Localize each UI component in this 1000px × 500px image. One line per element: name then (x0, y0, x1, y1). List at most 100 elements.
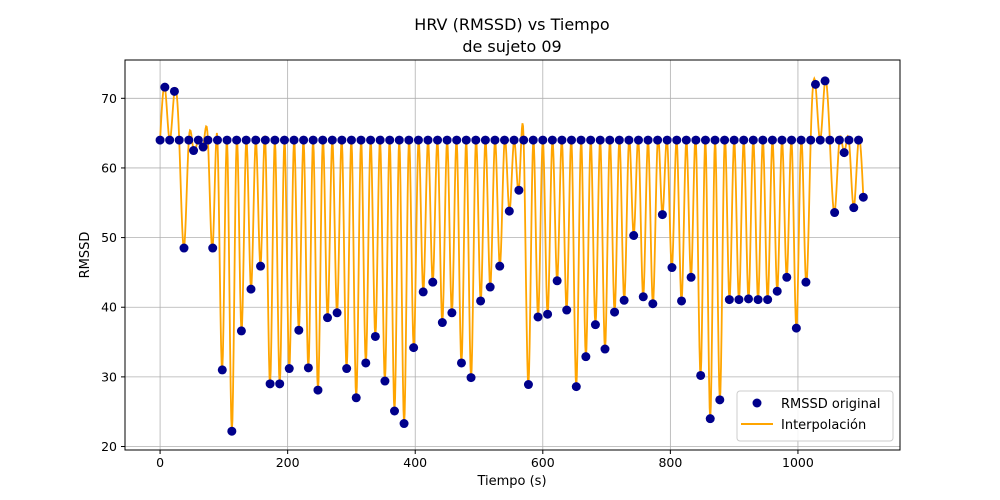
data-point (251, 135, 261, 145)
data-point (390, 406, 399, 416)
x-tick-label: 1000 (782, 455, 814, 470)
data-point (332, 308, 342, 318)
data-point (504, 206, 514, 216)
data-point (509, 135, 519, 145)
x-axis-label: Tiempo (s) (476, 474, 546, 489)
data-point (413, 135, 423, 145)
data-point (552, 276, 562, 286)
data-point (562, 305, 572, 315)
x-tick-label: 600 (531, 455, 555, 470)
rmssd-points (155, 76, 868, 436)
data-point (279, 135, 289, 145)
data-point (433, 135, 443, 145)
data-point (653, 135, 663, 145)
data-point (327, 135, 337, 145)
data-point (590, 320, 600, 330)
data-point (380, 376, 390, 386)
data-point (705, 414, 715, 424)
data-point (710, 135, 720, 145)
data-point (787, 135, 797, 145)
data-point (605, 135, 615, 145)
data-point (189, 146, 199, 156)
data-point (500, 135, 510, 145)
data-point (782, 272, 792, 282)
data-point (456, 358, 466, 368)
data-point (557, 135, 567, 145)
data-point (485, 282, 495, 292)
data-point (174, 135, 184, 145)
data-point (236, 326, 246, 336)
data-point (528, 135, 538, 145)
data-point (777, 135, 787, 145)
data-point (476, 296, 486, 306)
data-point (212, 135, 222, 145)
data-point (346, 135, 356, 145)
data-point (538, 135, 548, 145)
data-point (399, 419, 409, 429)
data-point (571, 382, 581, 392)
data-point (514, 185, 524, 195)
data-point (361, 358, 371, 368)
y-tick-label: 70 (101, 91, 117, 106)
data-point (227, 426, 237, 436)
data-point (193, 135, 203, 145)
data-point (657, 210, 667, 220)
data-point (466, 373, 476, 383)
data-point (232, 135, 242, 145)
data-point (547, 135, 557, 145)
data-point (667, 263, 677, 273)
data-point (734, 295, 744, 305)
data-point (165, 135, 175, 145)
axis-ticks: 0 200 400 600 800 1000 20 30 40 50 60 70 (101, 91, 814, 470)
data-point (495, 261, 505, 271)
data-point (179, 243, 189, 253)
data-point (681, 135, 691, 145)
x-tick-label: 200 (276, 455, 300, 470)
data-point (366, 135, 376, 145)
data-point (739, 135, 749, 145)
data-point (385, 135, 395, 145)
data-point (519, 135, 529, 145)
data-point (461, 135, 471, 145)
data-point (356, 135, 366, 145)
legend: RMSSD original Interpolación (736, 390, 894, 442)
data-point (318, 135, 328, 145)
data-point (256, 261, 266, 271)
data-point (791, 323, 801, 333)
data-point (767, 135, 777, 145)
data-point (643, 135, 653, 145)
y-tick-label: 30 (101, 369, 117, 384)
y-tick-label: 60 (101, 160, 117, 175)
data-point (217, 365, 227, 375)
data-point (351, 393, 361, 403)
data-point (677, 296, 687, 306)
data-point (418, 287, 428, 297)
data-point (543, 309, 553, 319)
data-point (763, 295, 773, 305)
data-point (567, 135, 576, 145)
data-point (638, 292, 648, 302)
data-point (729, 135, 739, 145)
data-point (849, 203, 859, 213)
data-point (471, 135, 481, 145)
y-axis-label: RMSSD (78, 232, 93, 279)
data-point (576, 135, 586, 145)
data-point (409, 343, 419, 353)
data-point (796, 135, 806, 145)
data-point (480, 135, 490, 145)
data-point (275, 379, 285, 389)
data-point (208, 243, 218, 253)
data-point (404, 135, 414, 145)
data-point (155, 135, 165, 145)
data-point (830, 208, 840, 218)
data-point (629, 231, 639, 240)
legend-label-original: RMSSD original (781, 397, 881, 412)
data-point (308, 135, 318, 145)
data-point (619, 295, 629, 305)
data-point (858, 192, 868, 202)
plot-frame (124, 59, 901, 451)
data-point (303, 363, 313, 373)
data-point (581, 352, 591, 362)
data-point (758, 135, 768, 145)
data-point (394, 135, 404, 145)
